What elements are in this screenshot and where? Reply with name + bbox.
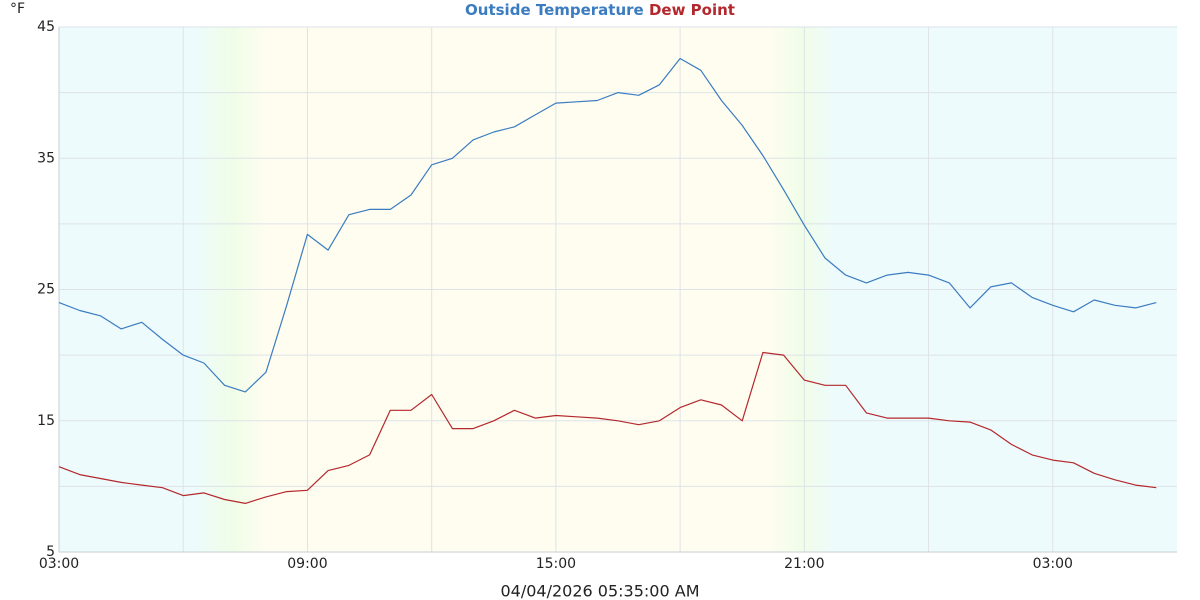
series-line — [58, 57, 1157, 393]
x-tick-label: 03:00 — [39, 556, 79, 572]
y-tick-label: 35 — [37, 150, 55, 166]
y-tick-label: 15 — [37, 413, 55, 429]
y-tick-label: 5 — [46, 544, 55, 560]
legend: Outside Temperature Dew Point — [465, 1, 735, 19]
y-axis-unit: °F — [10, 1, 25, 17]
series-line — [58, 351, 1157, 504]
y-tick-label: 45 — [37, 19, 55, 35]
legend-entry[interactable]: Outside Temperature — [465, 1, 644, 19]
y-tick-label: 25 — [37, 282, 55, 298]
x-tick-label: 03:00 — [1033, 556, 1073, 572]
timestamp: 04/04/2026 05:35:00 AM — [501, 582, 700, 600]
x-tick-label: 21:00 — [784, 556, 824, 572]
x-tick-label: 15:00 — [536, 556, 576, 572]
legend-entry[interactable]: Dew Point — [649, 1, 735, 19]
x-tick-label: 09:00 — [287, 556, 327, 572]
